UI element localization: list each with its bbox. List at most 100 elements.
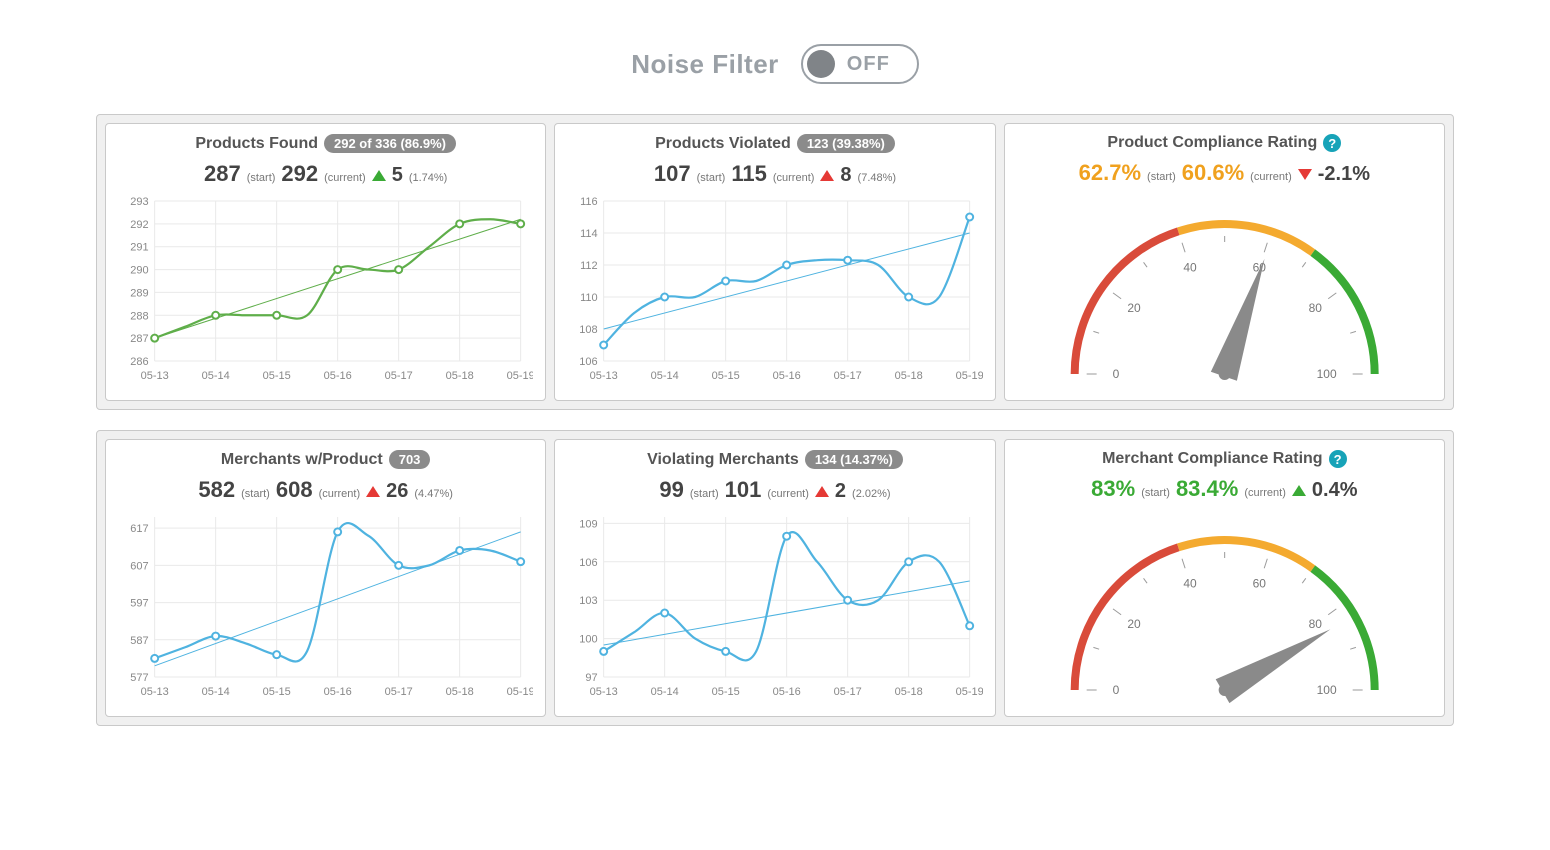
card-violating-merchants: Violating Merchants 134 (14.37%) 99 (sta… xyxy=(554,439,995,717)
svg-text:05-18: 05-18 xyxy=(446,686,474,698)
noise-filter-label: Noise Filter xyxy=(631,49,779,80)
card-title: Merchant Compliance Rating xyxy=(1102,450,1322,468)
svg-text:112: 112 xyxy=(580,260,598,272)
svg-text:100: 100 xyxy=(580,634,598,646)
current-value: 115 xyxy=(731,161,767,187)
delta-pct: (4.47%) xyxy=(414,488,453,500)
card-product-compliance: Product Compliance Rating ? 62.7% (start… xyxy=(1004,123,1445,401)
svg-text:80: 80 xyxy=(1308,301,1322,315)
start-value: 582 xyxy=(198,477,235,503)
svg-text:05-17: 05-17 xyxy=(834,370,862,382)
svg-text:97: 97 xyxy=(586,672,598,684)
svg-text:05-19: 05-19 xyxy=(507,370,534,382)
svg-text:289: 289 xyxy=(130,287,148,299)
current-label: (current) xyxy=(773,172,815,184)
current-label: (current) xyxy=(767,488,809,500)
stat-row: 62.7% (start) 60.6% (current) -2.1% xyxy=(1017,160,1432,186)
chart-products-found: 28628728828929029129229305-1305-1405-150… xyxy=(118,193,533,392)
svg-text:05-15: 05-15 xyxy=(712,370,740,382)
current-label: (current) xyxy=(1244,487,1286,499)
svg-text:05-14: 05-14 xyxy=(651,370,679,382)
gauge-merchant-compliance: 020406080100 xyxy=(1017,508,1432,708)
svg-text:05-19: 05-19 xyxy=(956,686,983,698)
svg-text:0: 0 xyxy=(1112,367,1119,381)
trend-up-icon xyxy=(820,170,834,181)
chart-violating-merchants: 9710010310610905-1305-1405-1505-1605-170… xyxy=(567,509,982,708)
current-label: (current) xyxy=(1250,171,1292,183)
delta-value: 2 xyxy=(835,480,846,503)
delta-value: -2.1% xyxy=(1318,163,1370,186)
trend-down-icon xyxy=(1298,169,1312,180)
svg-text:05-14: 05-14 xyxy=(651,686,679,698)
svg-text:293: 293 xyxy=(130,196,148,208)
svg-text:286: 286 xyxy=(130,356,148,368)
start-label: (start) xyxy=(690,488,719,500)
svg-text:577: 577 xyxy=(130,672,148,684)
stat-row: 83% (start) 83.4% (current) 0.4% xyxy=(1017,476,1432,502)
svg-text:287: 287 xyxy=(130,333,148,345)
svg-text:103: 103 xyxy=(580,595,598,607)
delta-value: 26 xyxy=(386,480,408,503)
svg-text:288: 288 xyxy=(130,310,148,322)
svg-text:617: 617 xyxy=(130,523,148,535)
trend-up-icon xyxy=(366,486,380,497)
panel-group-merchants: Merchants w/Product 703 582 (start) 608 … xyxy=(96,430,1454,726)
svg-text:20: 20 xyxy=(1127,301,1141,315)
delta-value: 0.4% xyxy=(1312,479,1358,502)
stat-row: 582 (start) 608 (current) 26 (4.47%) xyxy=(118,477,533,503)
dashboard-page: Noise Filter OFF Products Found 292 of 3… xyxy=(0,0,1550,726)
card-merchant-compliance: Merchant Compliance Rating ? 83% (start)… xyxy=(1004,439,1445,717)
delta-pct: (7.48%) xyxy=(858,172,897,184)
svg-text:05-13: 05-13 xyxy=(590,686,618,698)
delta-value: 5 xyxy=(392,164,403,187)
start-label: (start) xyxy=(697,172,726,184)
card-title: Product Compliance Rating xyxy=(1107,134,1317,152)
svg-text:05-17: 05-17 xyxy=(385,686,413,698)
svg-text:116: 116 xyxy=(580,196,598,208)
svg-text:05-17: 05-17 xyxy=(834,686,862,698)
start-value: 107 xyxy=(654,161,691,187)
svg-text:05-13: 05-13 xyxy=(141,686,169,698)
svg-text:106: 106 xyxy=(580,557,598,569)
trend-up-icon xyxy=(815,486,829,497)
current-value: 292 xyxy=(281,161,318,187)
chart-merchants-with-product: 57758759760761705-1305-1405-1505-1605-17… xyxy=(118,509,533,708)
svg-text:80: 80 xyxy=(1308,617,1322,631)
svg-text:290: 290 xyxy=(130,265,148,277)
toggle-state-text: OFF xyxy=(847,53,890,76)
start-value: 287 xyxy=(204,161,241,187)
svg-text:05-18: 05-18 xyxy=(895,370,923,382)
svg-text:291: 291 xyxy=(130,242,148,254)
card-title: Products Violated xyxy=(655,135,791,153)
svg-text:597: 597 xyxy=(130,598,148,610)
svg-text:607: 607 xyxy=(130,560,148,572)
svg-text:05-15: 05-15 xyxy=(263,686,291,698)
start-value: 83% xyxy=(1091,476,1135,502)
summary-pill: 292 of 336 (86.9%) xyxy=(324,134,456,153)
delta-pct: (2.02%) xyxy=(852,488,891,500)
summary-pill: 123 (39.38%) xyxy=(797,134,895,153)
svg-text:114: 114 xyxy=(580,228,598,240)
panel-group-products: Products Found 292 of 336 (86.9%) 287 (s… xyxy=(96,114,1454,410)
stat-row: 287 (start) 292 (current) 5 (1.74%) xyxy=(118,161,533,187)
svg-text:60: 60 xyxy=(1252,576,1266,590)
card-products-violated: Products Violated 123 (39.38%) 107 (star… xyxy=(554,123,995,401)
card-title: Products Found xyxy=(195,135,318,153)
svg-text:05-19: 05-19 xyxy=(507,686,534,698)
svg-text:100: 100 xyxy=(1316,683,1336,697)
help-icon[interactable]: ? xyxy=(1329,450,1347,468)
svg-text:05-13: 05-13 xyxy=(590,370,618,382)
help-icon[interactable]: ? xyxy=(1323,134,1341,152)
summary-pill: 134 (14.37%) xyxy=(805,450,903,469)
start-value: 62.7% xyxy=(1079,160,1141,186)
svg-text:05-16: 05-16 xyxy=(324,370,352,382)
summary-pill: 703 xyxy=(389,450,431,469)
card-products-found: Products Found 292 of 336 (86.9%) 287 (s… xyxy=(105,123,546,401)
current-label: (current) xyxy=(324,172,366,184)
card-title: Merchants w/Product xyxy=(221,451,383,469)
start-label: (start) xyxy=(1147,171,1176,183)
svg-text:100: 100 xyxy=(1316,367,1336,381)
svg-text:292: 292 xyxy=(130,219,148,231)
noise-filter-toggle[interactable]: OFF xyxy=(801,44,919,84)
current-value: 83.4% xyxy=(1176,476,1238,502)
